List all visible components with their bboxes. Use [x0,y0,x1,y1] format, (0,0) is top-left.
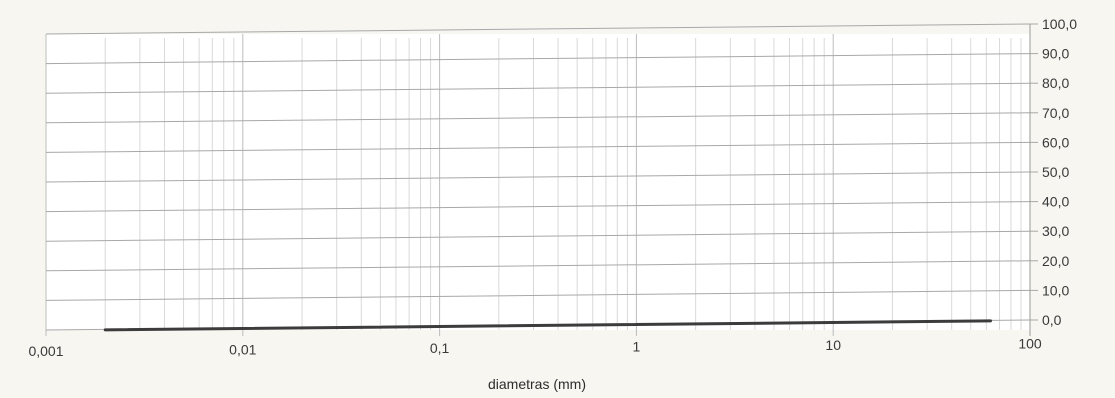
y-tick-label: 50,0 [1042,164,1069,180]
horizontal-gridline [45,260,1031,272]
x-tick-label: 1 [633,339,641,355]
y-tick-label: 20,0 [1042,253,1069,269]
x-tick-label: 0,1 [430,340,450,356]
y-tick-label: 70,0 [1042,105,1069,121]
y-tick-labels: 0,0 10,0 20,0 30,0 40,0 50,0 60,0 70,0 80,0 90,0 1… [1042,16,1077,328]
x-tick-labels: 0,001 0,01 0,1 1 10 100 [28,336,1041,360]
horizontal-gridline [45,82,1031,94]
horizontal-gridline [45,141,1031,153]
x-tick-label: 0,001 [28,343,63,359]
y-tick-label: 0,0 [1042,312,1062,328]
y-tick-label: 60,0 [1042,134,1069,150]
horizontal-gridline [45,53,1031,65]
minor-gridlines [104,38,1022,330]
horizontal-gridline [45,23,1031,35]
horizontal-gridline [45,201,1031,213]
y-tick-label: 100,0 [1042,16,1077,32]
series-layer [103,319,993,332]
horizontal-gridline [45,112,1031,124]
y-tick-label: 40,0 [1042,194,1069,210]
x-tick-label: 10 [825,337,841,353]
y-tick-label: 30,0 [1042,223,1069,239]
series-line [103,319,993,332]
x-tick-label: 100 [1018,336,1042,352]
plot-area [46,34,1030,330]
y-tick-label: 10,0 [1042,282,1069,298]
x-axis-title: diametras (mm) [488,376,586,392]
y-tick-label: 90,0 [1042,46,1069,62]
x-tick-label: 0,01 [229,342,256,358]
horizontal-gridline [45,230,1031,242]
y-tick-label: 80,0 [1042,75,1069,91]
horizontal-gridline [45,289,1031,301]
horizontal-gridline [45,171,1031,183]
